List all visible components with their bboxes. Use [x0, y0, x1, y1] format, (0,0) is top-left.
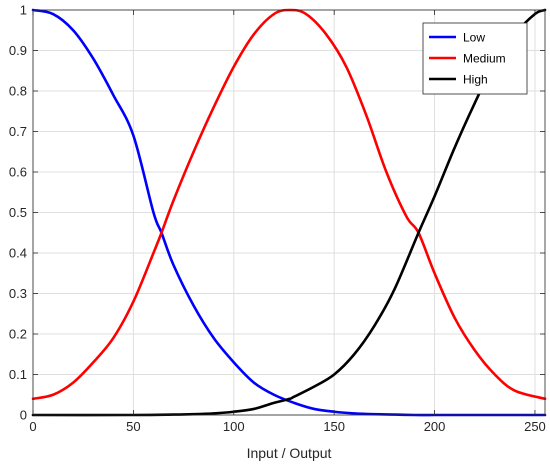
y-tick-label: 0 — [20, 408, 27, 423]
y-tick-label: 0.6 — [9, 165, 27, 180]
y-tick-label: 0.7 — [9, 124, 27, 139]
y-tick-label: 0.1 — [9, 367, 27, 382]
y-tick-label: 0.9 — [9, 43, 27, 58]
y-tick-label: 0.8 — [9, 84, 27, 99]
series-line-medium — [31, 8, 547, 401]
legend-label-high: High — [463, 73, 488, 87]
legend-label-medium: Medium — [463, 52, 506, 66]
legend-label-low: Low — [463, 31, 485, 45]
grid — [32, 9, 545, 416]
y-tick-label: 0.3 — [9, 286, 27, 301]
x-tick-label: 250 — [524, 419, 546, 434]
y-tick-label: 0.2 — [9, 327, 27, 342]
x-tick-label: 150 — [323, 419, 345, 434]
y-tick-label: 0.4 — [9, 246, 27, 261]
y-tick-label: 0.5 — [9, 205, 27, 220]
x-tick-label: 100 — [223, 419, 245, 434]
y-tick-label: 1 — [20, 3, 27, 18]
axis-ticks: 0 50 100 150 200 250 0 0.1 0.2 0.3 0.4 0.5 0.6 0.7 0.8… — [9, 3, 546, 435]
x-axis-label: Input / Output — [247, 445, 332, 461]
x-tick-label: 200 — [424, 419, 446, 434]
x-tick-label: 0 — [29, 419, 36, 434]
legend: Low Medium High — [422, 22, 528, 95]
x-tick-label: 50 — [126, 419, 140, 434]
